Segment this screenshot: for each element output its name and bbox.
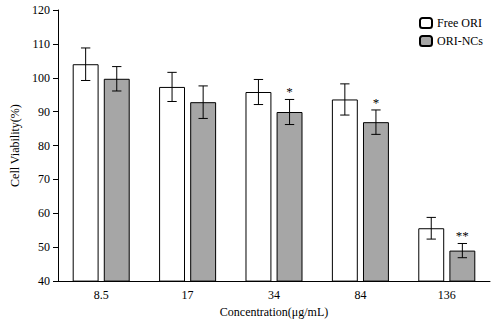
svg-text:**: ** — [456, 228, 469, 243]
svg-text:*: * — [286, 84, 293, 99]
svg-text:40: 40 — [38, 274, 50, 288]
svg-text:80: 80 — [38, 139, 50, 153]
svg-text:100: 100 — [32, 71, 50, 85]
svg-text:110: 110 — [32, 37, 50, 51]
svg-text:90: 90 — [38, 105, 50, 119]
svg-text:8.5: 8.5 — [94, 288, 109, 302]
svg-text:*: * — [373, 95, 380, 110]
svg-text:Concentration(μg/mL): Concentration(μg/mL) — [220, 305, 328, 319]
svg-text:136: 136 — [438, 288, 456, 302]
svg-text:60: 60 — [38, 206, 50, 220]
svg-text:34: 34 — [268, 288, 280, 302]
svg-text:17: 17 — [182, 288, 194, 302]
svg-text:84: 84 — [354, 288, 366, 302]
svg-text:70: 70 — [38, 172, 50, 186]
svg-text:ORI-NCs: ORI-NCs — [437, 34, 483, 48]
svg-text:120: 120 — [32, 3, 50, 17]
svg-text:Cell Viability(%): Cell Viability(%) — [8, 104, 22, 187]
svg-text:50: 50 — [38, 240, 50, 254]
svg-text:Free ORI: Free ORI — [437, 16, 482, 30]
